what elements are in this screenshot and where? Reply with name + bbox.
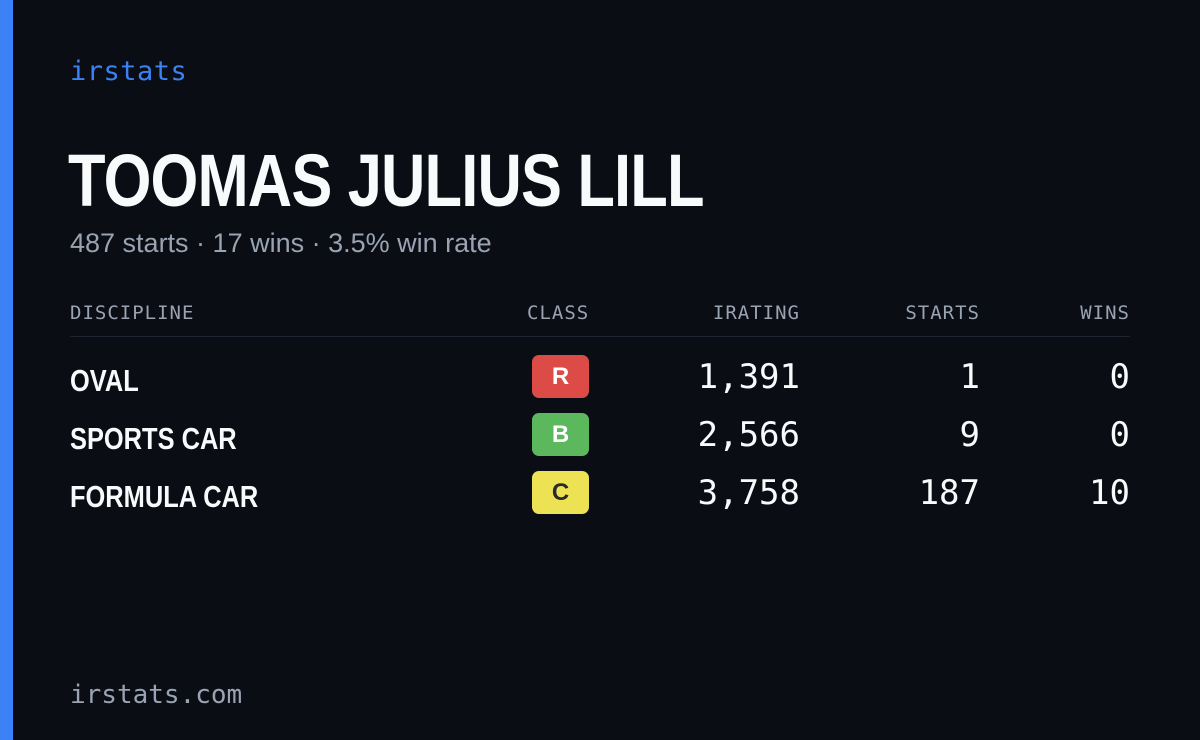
wins-value: 10 [1089,473,1130,513]
starts-value: 187 [918,473,980,513]
driver-summary: 487 starts · 17 wins · 3.5% win rate [70,228,492,258]
header-wins: WINS [1080,302,1130,324]
irating-value: 2,566 [697,415,800,455]
header-class: CLASS [527,302,590,324]
table-row: OVAL R 1,391 1 0 [70,355,1130,413]
irating-value: 1,391 [697,357,800,397]
wins-value: 0 [1109,357,1130,397]
discipline-name: FORMULA CAR [70,479,259,514]
discipline-name: OVAL [70,363,139,398]
header-irating: IRATING [712,302,800,324]
starts-value: 9 [959,415,980,455]
table-row: FORMULA CAR C 3,758 187 10 [70,471,1130,529]
header-starts: STARTS [905,302,980,324]
footer-url: irstats.com [70,680,243,710]
header-discipline: DISCIPLINE [70,302,195,324]
wins-value: 0 [1109,415,1130,455]
driver-name: TOOMAS JULIUS LILL [68,139,705,222]
class-badge: R [532,355,589,398]
table-header: DISCIPLINE CLASS IRATING STARTS WINS [70,296,1130,337]
class-badge: C [532,471,589,514]
discipline-name: SPORTS CAR [70,421,237,456]
accent-bar [0,0,13,740]
stats-table: DISCIPLINE CLASS IRATING STARTS WINS OVA… [70,296,1130,529]
brand-logo-text: irstats [70,56,188,87]
table-row: SPORTS CAR B 2,566 9 0 [70,413,1130,471]
starts-value: 1 [959,357,980,397]
irating-value: 3,758 [697,473,800,513]
class-badge: B [532,413,589,456]
